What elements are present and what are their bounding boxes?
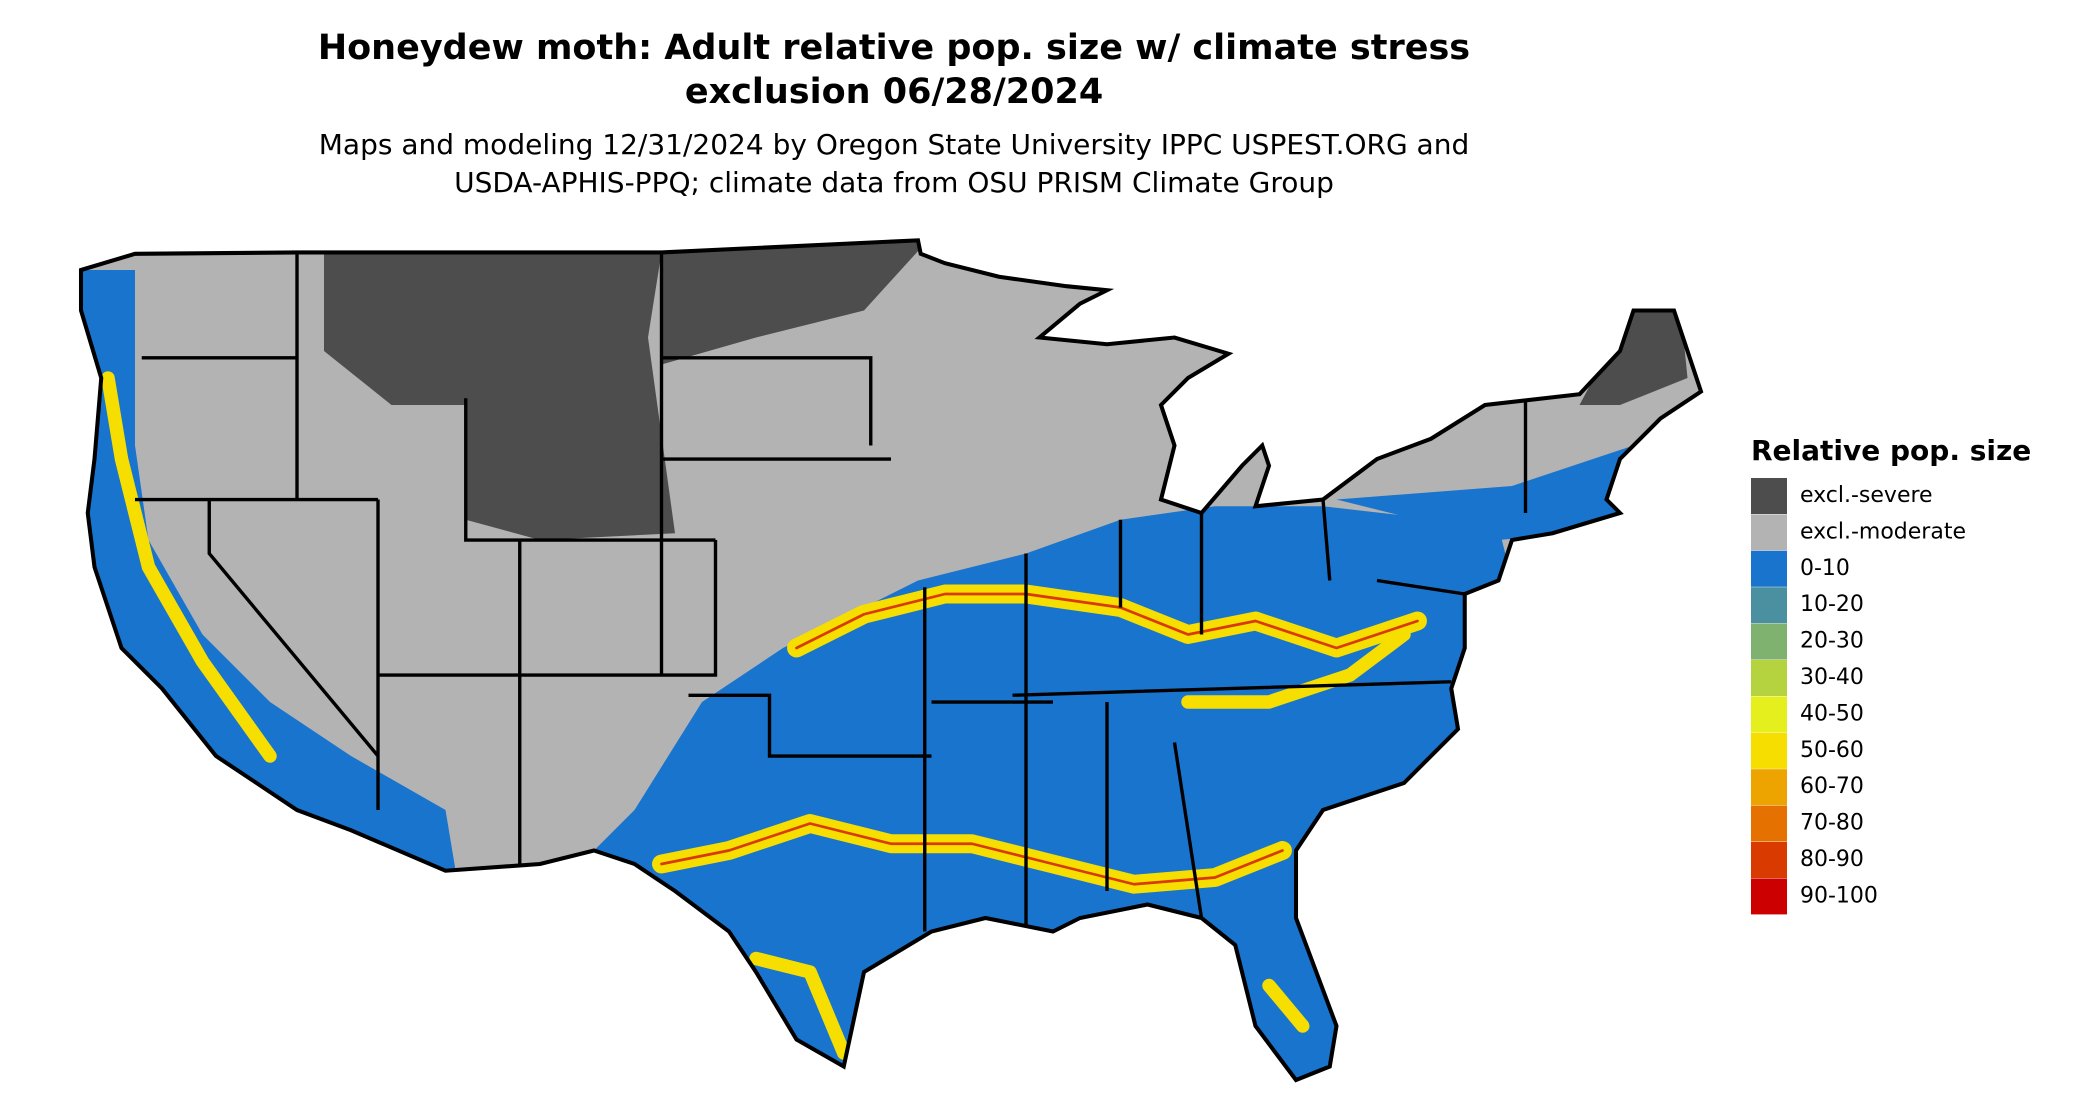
legend: excl.-severe excl.-moderate 0-10 10-20 20-30… [1751, 478, 1966, 915]
legend-label: 50-60 [1800, 738, 1864, 763]
map [0, 203, 1755, 1117]
legend-swatch [1751, 550, 1787, 587]
legend-label: 0-10 [1800, 556, 1850, 581]
legend-label: 40-50 [1800, 701, 1864, 726]
title: Honeydew moth: Adult relative pop. size … [318, 28, 1470, 68]
legend-label: 10-20 [1800, 592, 1864, 617]
legend-swatch [1751, 478, 1787, 514]
legend-label: 90-100 [1800, 883, 1878, 908]
legend-swatch [1751, 805, 1787, 842]
legend-label: excl.-severe [1800, 483, 1933, 508]
legend-swatch [1751, 623, 1787, 660]
subtitle: USDA-APHIS-PPQ; climate data from OSU PR… [454, 166, 1334, 199]
legend-swatch [1751, 660, 1787, 696]
legend-swatch [1751, 732, 1787, 769]
legend-label: 60-70 [1800, 774, 1864, 799]
legend-swatch [1751, 696, 1787, 733]
legend-label: 70-80 [1800, 811, 1864, 836]
legend-swatch [1751, 514, 1787, 551]
legend-label: 20-30 [1800, 629, 1864, 654]
legend-swatch [1751, 769, 1787, 806]
legend-title: Relative pop. size [1751, 434, 2031, 467]
legend-swatch [1751, 842, 1787, 878]
legend-label: excl.-moderate [1800, 519, 1966, 544]
legend-swatch [1751, 878, 1787, 915]
legend-label: 30-40 [1800, 665, 1864, 690]
legend-label: 80-90 [1800, 847, 1864, 872]
legend-swatch [1751, 587, 1787, 624]
subtitle: Maps and modeling 12/31/2024 by Oregon S… [319, 128, 1470, 161]
map-fill [81, 240, 1702, 1081]
title: exclusion 06/28/2024 [685, 72, 1103, 112]
